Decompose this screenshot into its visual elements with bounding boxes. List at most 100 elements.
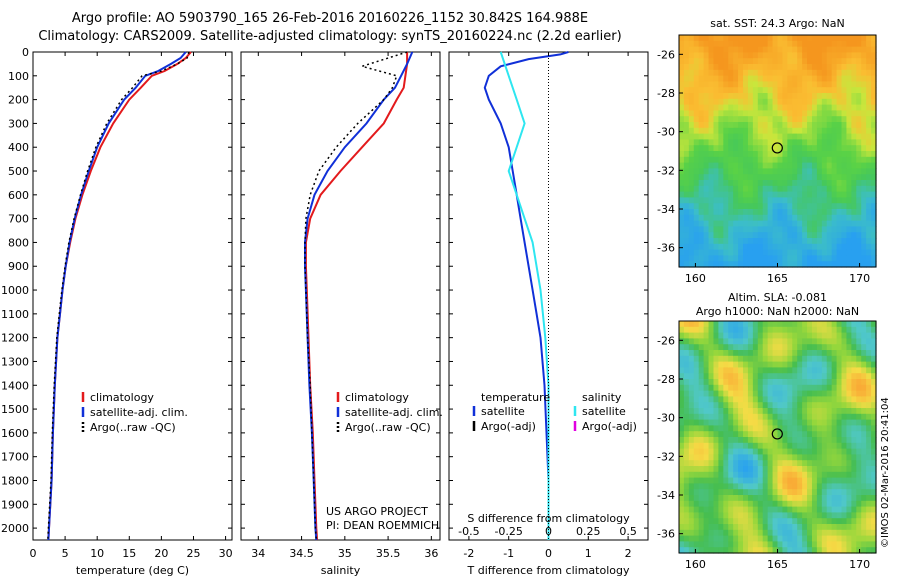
map-cell xyxy=(836,249,843,256)
map-cell xyxy=(757,46,764,53)
map-cell xyxy=(743,139,749,146)
map-cell xyxy=(787,180,793,187)
map-cell xyxy=(723,116,729,123)
map-cell xyxy=(811,390,818,397)
map-cell xyxy=(762,350,769,357)
map-cell xyxy=(846,326,852,334)
map-cell xyxy=(743,168,749,175)
map-cell xyxy=(787,156,793,164)
map-cell xyxy=(871,232,877,239)
map-cell xyxy=(752,448,759,455)
map-cell xyxy=(856,535,862,542)
map-cell xyxy=(728,203,734,210)
map-cell xyxy=(816,133,823,140)
map-cell xyxy=(861,168,867,175)
map-cell xyxy=(856,419,862,426)
map-cell xyxy=(772,58,779,65)
map-cell xyxy=(679,495,685,502)
map-cell xyxy=(787,249,793,256)
map-cell xyxy=(851,390,857,397)
map-cell xyxy=(816,338,823,345)
map-cell xyxy=(708,338,715,345)
map-cell xyxy=(713,168,719,175)
map-cell xyxy=(738,214,744,222)
map-cell xyxy=(708,541,715,548)
map-cell xyxy=(802,402,808,409)
map-cell xyxy=(831,518,838,525)
map-cell xyxy=(693,35,700,42)
map-cell xyxy=(841,466,848,473)
map-cell xyxy=(826,64,833,71)
map-cell xyxy=(757,151,764,158)
x-tick-label: 36 xyxy=(424,547,438,560)
map-cell xyxy=(816,326,823,334)
map-cell xyxy=(738,46,744,53)
map-cell xyxy=(747,373,754,380)
map-cell xyxy=(728,168,734,175)
map-cell xyxy=(708,442,715,450)
map-cell xyxy=(767,232,774,239)
map-cell xyxy=(767,243,774,251)
map-cell xyxy=(688,116,695,123)
map-cell xyxy=(792,35,798,42)
map-cell xyxy=(708,243,715,251)
map-cell xyxy=(782,162,788,169)
map-cell xyxy=(821,104,828,111)
map-cell xyxy=(733,326,739,334)
map-cell xyxy=(723,209,729,216)
map-cell xyxy=(728,191,734,198)
map-cell xyxy=(846,373,852,380)
map-cell xyxy=(831,367,838,374)
map-cell xyxy=(738,122,744,129)
map-cell xyxy=(738,203,744,210)
map-cell xyxy=(777,52,784,59)
map-cell xyxy=(802,87,808,94)
map-cell xyxy=(792,361,798,368)
map-cell xyxy=(836,431,843,438)
map-cell xyxy=(792,122,798,129)
map-cell xyxy=(851,431,857,438)
map-cell xyxy=(807,373,813,380)
map-cell xyxy=(718,214,724,222)
map-cell xyxy=(861,35,867,42)
map-cell xyxy=(871,477,877,484)
map-cell xyxy=(683,75,690,82)
map-cell xyxy=(738,168,744,175)
map-cell xyxy=(708,344,715,351)
map-cell xyxy=(836,500,843,508)
map-cell xyxy=(747,437,754,444)
map-cell xyxy=(688,489,695,496)
map-y-tick-label: -36 xyxy=(657,528,675,541)
map-cell xyxy=(683,518,690,525)
map-cell xyxy=(836,139,843,146)
map-cell xyxy=(713,238,719,245)
map-cell xyxy=(792,197,798,204)
map-cell xyxy=(698,156,705,164)
map-cell xyxy=(752,350,759,357)
s-tick-label: 0.5 xyxy=(619,525,637,538)
map-cell xyxy=(821,344,828,351)
map-cell xyxy=(703,185,710,193)
map-cell xyxy=(767,512,774,519)
map-cell xyxy=(762,419,769,426)
map-cell xyxy=(747,249,754,256)
map-cell xyxy=(683,437,690,444)
map-cell xyxy=(738,367,744,374)
map-cell xyxy=(728,58,734,65)
map-cell xyxy=(807,203,813,210)
map-cell xyxy=(683,506,690,513)
map-cell xyxy=(743,133,749,140)
map-cell xyxy=(738,338,744,345)
map-cell xyxy=(797,162,803,169)
map-cell xyxy=(831,454,838,461)
map-cell xyxy=(856,133,862,140)
x-tick-label: -1 xyxy=(503,547,514,560)
map-cell xyxy=(807,116,813,123)
map-cell xyxy=(718,344,724,351)
map-cell xyxy=(693,185,700,193)
map-cell xyxy=(807,127,813,135)
map-cell xyxy=(703,489,710,496)
map-cell xyxy=(802,191,808,198)
map-cell xyxy=(723,243,729,251)
map-cell xyxy=(772,326,779,334)
